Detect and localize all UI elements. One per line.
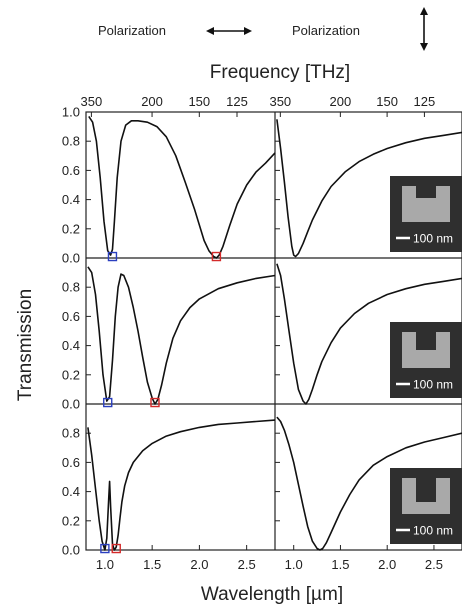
y-tick-label: 0.6	[62, 455, 80, 470]
split-ring-resonator-micrograph-icon: 100 nm	[390, 176, 462, 252]
freq-tick-label: 150	[188, 94, 210, 109]
y-tick-label: 0.6	[62, 163, 80, 178]
x-tick-label: 2.0	[378, 557, 396, 572]
y-axis-title: Transmission	[15, 289, 36, 401]
split-ring-resonator-micrograph-icon: 100 nm	[390, 322, 462, 398]
transmission-curve	[276, 263, 462, 405]
y-tick-label: 0.6	[62, 309, 80, 324]
blue-resonance-marker	[107, 251, 118, 262]
chart-panels: 0.0 0.2 0.4 0.6 0.8 1.0 0.0 0.2 0.4 0.6 0.8 0.0 0.2 0…	[62, 94, 462, 572]
y-tick-label: 0.4	[62, 192, 80, 207]
top-axis-title: Frequency [THz]	[210, 62, 350, 83]
polarization-label-right: Polarization	[292, 23, 360, 38]
x-tick-label: 2.5	[238, 557, 256, 572]
double-arrow-horizontal-icon	[206, 27, 252, 35]
transmission-curve	[87, 419, 276, 551]
freq-tick-label: 125	[226, 94, 248, 109]
x-tick-label: 1.0	[285, 557, 303, 572]
x-tick-label: 2.5	[425, 557, 443, 572]
y-tick-label: 0.2	[62, 513, 80, 528]
y-tick-label: 0.8	[62, 426, 80, 441]
red-resonance-marker	[150, 397, 160, 408]
x-tick-label: 2.0	[190, 557, 208, 572]
freq-tick-label: 125	[414, 94, 436, 109]
transmission-curve	[276, 119, 462, 258]
scale-bar-label: 100 nm	[413, 232, 453, 246]
freq-tick-label: 200	[141, 94, 163, 109]
freq-tick-label: 150	[376, 94, 398, 109]
split-ring-resonator-micrograph-icon: 100 nm	[390, 468, 462, 544]
scale-bar-label: 100 nm	[413, 524, 453, 538]
y-tick-label: 0.2	[62, 221, 80, 236]
plot-frame	[85, 111, 462, 551]
split-ring-shape	[402, 332, 450, 368]
y-tick-label: 1.0	[62, 105, 80, 120]
scale-bar-label: 100 nm	[413, 378, 453, 392]
freq-tick-label: 350	[81, 94, 103, 109]
transmission-curve	[88, 115, 276, 259]
y-tick-label: 0.0	[62, 543, 80, 558]
split-ring-shape	[402, 186, 450, 222]
x-tick-label: 1.0	[96, 557, 114, 572]
blue-resonance-marker	[100, 543, 110, 554]
y-tick-label: 0.0	[62, 397, 80, 412]
double-arrow-vertical-icon	[420, 7, 428, 51]
x-tick-label: 1.5	[331, 557, 349, 572]
y-tick-label: 0.0	[62, 251, 80, 266]
red-resonance-marker	[211, 251, 222, 262]
x-axis-title: Wavelength [µm]	[201, 584, 343, 604]
blue-resonance-marker	[103, 397, 113, 408]
y-tick-label: 0.4	[62, 338, 80, 353]
x-tick-label: 1.5	[143, 557, 161, 572]
y-tick-label: 0.2	[62, 367, 80, 382]
freq-tick-label: 200	[330, 94, 352, 109]
red-resonance-marker	[111, 543, 121, 554]
transmission-curve	[276, 416, 462, 551]
y-tick-label: 0.4	[62, 484, 80, 499]
transmission-curve	[87, 266, 276, 405]
split-ring-shape	[402, 478, 450, 514]
freq-tick-label: 350	[269, 94, 291, 109]
polarization-label-left: Polarization	[98, 23, 166, 38]
y-tick-label: 0.8	[62, 134, 80, 149]
y-tick-label: 0.8	[62, 280, 80, 295]
